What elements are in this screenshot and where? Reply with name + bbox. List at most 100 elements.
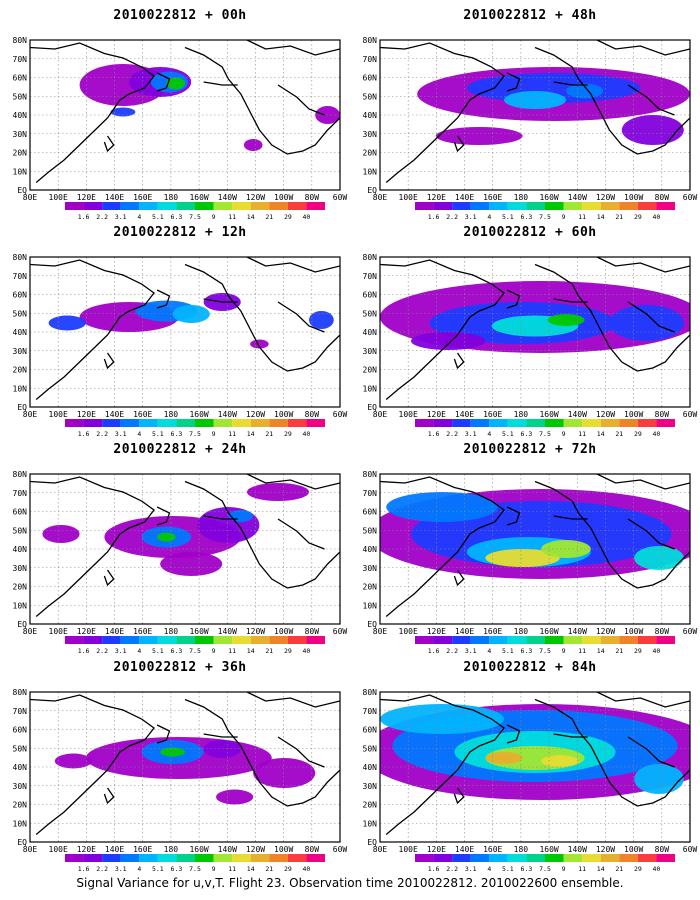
panel-title: 2010022812 + 36h	[113, 660, 247, 675]
variance-contour-region	[621, 115, 684, 145]
lon-tick-label: 60W	[683, 193, 698, 202]
colorbar-label: 40	[653, 213, 661, 221]
lon-tick-label: 60W	[683, 627, 698, 636]
lat-tick-label: EQ	[367, 838, 377, 847]
lat-tick-label: 80N	[363, 688, 378, 697]
lon-tick-label: 100W	[274, 627, 293, 636]
colorbar-swatch	[139, 854, 158, 862]
coastline	[380, 42, 505, 183]
lat-tick-label: 50N	[13, 744, 28, 753]
colorbar-swatch	[83, 636, 103, 644]
coastline	[534, 698, 690, 807]
lon-tick-label: 120W	[246, 410, 265, 419]
colorbar-label: 1.6	[78, 430, 90, 438]
variance-contour-region	[485, 752, 523, 764]
colorbar-label: 9	[212, 213, 216, 221]
lon-tick-label: 80W	[655, 410, 670, 419]
lon-tick-label: 80W	[655, 845, 670, 854]
lat-tick-label: 20N	[363, 366, 378, 375]
lon-tick-label: 140W	[568, 193, 587, 202]
colorbar-swatch	[139, 202, 158, 210]
lon-tick-label: 80W	[305, 845, 320, 854]
lat-tick-label: 10N	[363, 601, 378, 610]
colorbar-label: 4	[137, 213, 141, 221]
colorbar-label: 29	[284, 647, 292, 655]
colorbar-label: 6.3	[521, 213, 533, 221]
lon-tick-label: 80E	[373, 193, 388, 202]
coastline	[184, 263, 340, 372]
lat-tick-label: 40N	[363, 111, 378, 120]
colorbar-label: 11	[578, 647, 586, 655]
coastline	[203, 298, 238, 303]
colorbar-swatch	[269, 202, 288, 210]
colorbar-label: 5.1	[502, 865, 514, 873]
colorbar-label: 5.1	[152, 647, 164, 655]
variance-contour-region	[253, 758, 316, 788]
colorbar-swatch	[306, 419, 325, 427]
lat-tick-label: EQ	[367, 403, 377, 412]
colorbar-swatch	[637, 419, 657, 427]
lon-tick-label: 140W	[568, 845, 587, 854]
lon-tick-label: 140W	[218, 193, 237, 202]
colorbar-label: 6.3	[521, 647, 533, 655]
map-panel: 2010022812 + 84h 80N 70N 60N 50N 40N 30N 20N 10N…	[360, 660, 700, 875]
lat-tick-label: 50N	[13, 92, 28, 101]
variance-contour-region	[541, 755, 579, 767]
lon-tick-label: 120E	[427, 845, 446, 854]
colorbar-label: 1.6	[78, 213, 90, 221]
colorbar-label: 7.5	[539, 647, 551, 655]
colorbar-label: 14	[247, 647, 255, 655]
colorbar-label: 4	[137, 647, 141, 655]
lon-tick-label: 120E	[427, 627, 446, 636]
colorbar-label: 11	[578, 430, 586, 438]
coastline	[627, 84, 675, 116]
variance-contour-region	[435, 127, 523, 145]
colorbar-label: 7.5	[189, 213, 201, 221]
lat-tick-label: 50N	[363, 309, 378, 318]
variance-contour-region	[547, 314, 585, 326]
colorbar-swatch	[287, 854, 307, 862]
lat-tick-label: EQ	[17, 620, 27, 629]
colorbar-swatch	[619, 636, 638, 644]
lon-tick-label: 100E	[399, 193, 418, 202]
coastline	[156, 289, 171, 309]
colorbar-label: 3.1	[465, 430, 477, 438]
coastline	[453, 569, 465, 587]
map-panel: 2010022812 + 48h 80N 70N 60N 50N 40N 30N 20N 10N…	[360, 8, 700, 223]
panel-title: 2010022812 + 84h	[463, 660, 597, 675]
lat-tick-label: 20N	[363, 801, 378, 810]
colorbar-swatch	[120, 202, 140, 210]
colorbar-label: 21	[615, 213, 623, 221]
colorbar-swatch	[526, 419, 545, 427]
lat-tick-label: 10N	[13, 167, 28, 176]
coastline	[553, 81, 588, 86]
panel-title: 2010022812 + 48h	[463, 8, 597, 23]
lon-tick-label: 140E	[455, 627, 474, 636]
colorbar-label: 21	[615, 865, 623, 873]
colorbar-label: 40	[653, 647, 661, 655]
lon-tick-label: 120E	[427, 193, 446, 202]
colorbar: 1.6 2.2 3.1 4 5.1 6.3 7.5 9 11 14 21 29 40	[415, 636, 675, 655]
lat-tick-label: 50N	[13, 526, 28, 535]
colorbar-label: 6.3	[521, 865, 533, 873]
colorbar-label: 21	[265, 865, 273, 873]
colorbar-swatch	[83, 419, 103, 427]
colorbar-swatch	[232, 636, 251, 644]
lat-tick-label: EQ	[17, 403, 27, 412]
colorbar-swatch	[489, 854, 508, 862]
lat-tick-label: 10N	[363, 384, 378, 393]
lon-tick-label: 120W	[596, 410, 615, 419]
coastline	[184, 698, 340, 807]
variance-contour-region	[172, 305, 210, 323]
colorbar-label: 14	[247, 865, 255, 873]
lon-tick-label: 140E	[455, 193, 474, 202]
lat-tick-label: 60N	[363, 74, 378, 83]
colorbar-swatch	[507, 854, 527, 862]
variance-contour-region	[160, 747, 186, 757]
variance-contour-region	[42, 525, 80, 543]
colorbar-swatch	[619, 419, 638, 427]
colorbar-swatch	[545, 419, 564, 427]
colorbar-swatch	[489, 636, 508, 644]
colorbar-swatch	[102, 636, 121, 644]
